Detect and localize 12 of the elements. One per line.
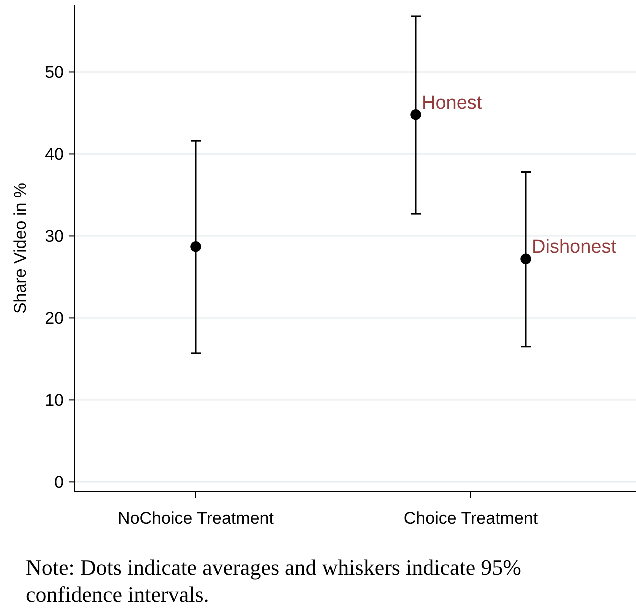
text: Note: Dots indicate averages and whiskers indicate 95% confidence intervals. [26, 555, 522, 607]
series-label: Dishonest [532, 237, 618, 258]
y-tick-label: 0 [54, 473, 64, 492]
x-tick-label: Choice Treatment [404, 509, 538, 528]
y-tick-label: 40 [45, 145, 64, 164]
x-tick-label: NoChoice Treatment [118, 509, 274, 528]
y-tick-label: 20 [45, 309, 64, 328]
y-axis-title: Share Video in % [11, 182, 30, 314]
y-tick-label: 10 [45, 391, 64, 410]
y-tick-label: 30 [45, 227, 64, 246]
y-tick-label: 50 [45, 63, 64, 82]
series-label: Honest [422, 92, 483, 114]
